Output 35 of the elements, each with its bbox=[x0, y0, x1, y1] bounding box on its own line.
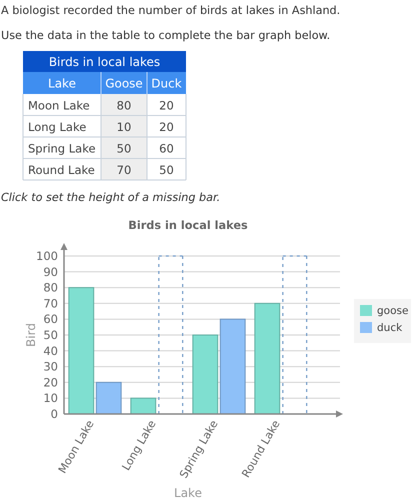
data-label: 10 bbox=[116, 120, 132, 134]
category-label: Moon Lake bbox=[28, 98, 90, 112]
category-label: Spring Lake bbox=[28, 141, 96, 156]
y-tick-label: 10 bbox=[43, 391, 58, 406]
y-tick-label: 30 bbox=[43, 360, 58, 374]
y-tick-label: 90 bbox=[43, 264, 58, 279]
legend-label: Duck bbox=[151, 76, 182, 90]
text: Birds in local lakes bbox=[48, 55, 160, 69]
data-label: 50 bbox=[116, 141, 132, 156]
text: Lake bbox=[48, 76, 76, 90]
category-label: Round Lake bbox=[28, 162, 95, 177]
text: A biologist recorded the number of birds at lakes in Ashland. bbox=[1, 4, 340, 17]
series-label: Goose bbox=[105, 76, 143, 90]
data-label: 20 bbox=[159, 120, 174, 134]
y-tick-label: 60 bbox=[43, 312, 58, 326]
data-label: 20 bbox=[159, 98, 174, 112]
y-tick-label: 100 bbox=[36, 249, 58, 263]
y-axis-title: Bird bbox=[24, 323, 38, 347]
data-label: 60 bbox=[159, 141, 174, 156]
text: Use the data in the table to complete the bar graph below. bbox=[1, 29, 330, 42]
data-label: 80 bbox=[116, 98, 132, 112]
data-label: 50 bbox=[159, 162, 174, 177]
y-tick-label: 80 bbox=[43, 280, 58, 295]
x-axis-title: Lake bbox=[174, 486, 202, 500]
legend-label: goose bbox=[377, 305, 408, 317]
y-tick-label: 40 bbox=[43, 344, 58, 358]
y-tick-label: 70 bbox=[43, 296, 58, 310]
y-tick-label: 50 bbox=[43, 328, 58, 342]
data-label: 70 bbox=[116, 162, 132, 177]
chart-title: Birds in local lakes bbox=[128, 219, 248, 232]
legend-label: duck bbox=[377, 322, 404, 334]
text: Click to set the height of a missing bar. bbox=[1, 191, 220, 204]
y-tick-label: 20 bbox=[43, 375, 58, 390]
y-tick-label: 0 bbox=[50, 407, 58, 421]
category-label: Long Lake bbox=[28, 120, 86, 134]
